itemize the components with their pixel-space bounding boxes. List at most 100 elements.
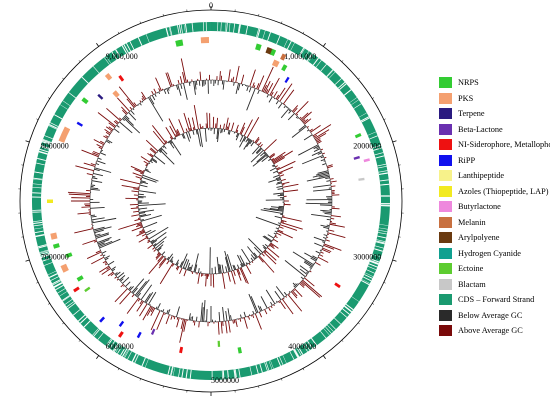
gc-spike-inner (168, 141, 175, 149)
cds-gap (132, 353, 137, 363)
gc-spike-outer (225, 311, 228, 321)
gc-spike-inner (264, 152, 267, 155)
gc-spike-inner (191, 271, 194, 275)
gc-spike-outer (166, 309, 169, 314)
gc-spike-outer (303, 261, 313, 268)
gc-spike-outer (137, 292, 142, 298)
gc-spike-outer (240, 314, 242, 319)
gc-spike-outer (280, 108, 290, 119)
gc-spike-inner (139, 213, 147, 217)
legend-item: NRPS (439, 75, 549, 91)
gc-spike-outer (128, 112, 137, 121)
gc-spike-inner (258, 255, 275, 273)
gc-spike-outer (324, 212, 332, 215)
cds-gap (40, 145, 50, 149)
gc-spike-inner (232, 264, 236, 271)
gc-spike-outer (310, 124, 321, 133)
gc-spike-outer (270, 91, 274, 97)
cds-gap (53, 282, 63, 288)
gc-spike-outer (326, 224, 330, 227)
cluster-ectoine (217, 340, 221, 347)
legend-item: Above Average GC (439, 323, 549, 339)
gc-spike-outer (285, 106, 288, 108)
minor-tick (372, 97, 375, 99)
cds-gap (111, 51, 118, 60)
cluster-blactam (358, 177, 365, 181)
gc-spike-inner (276, 232, 282, 236)
gc-spike-outer (247, 315, 250, 320)
gc-spike-inner (257, 143, 259, 146)
cds-gap (34, 230, 44, 234)
gc-spike-outer (292, 251, 315, 266)
gc-spike-outer (232, 319, 234, 324)
legend-label: Melanin (458, 217, 486, 227)
gc-spike-outer (103, 135, 108, 139)
minor-tick (302, 31, 305, 34)
gc-spike-outer (323, 226, 329, 229)
gc-spike-inner (239, 122, 246, 135)
cds-gap (380, 196, 390, 197)
legend-swatch (439, 92, 452, 104)
gc-spike-outer (158, 91, 161, 95)
gc-spike-outer (156, 312, 165, 330)
gc-spike-inner (261, 253, 265, 257)
gc-spike-inner (145, 139, 159, 152)
minor-tick (281, 378, 283, 381)
cds-gap (358, 112, 367, 118)
gc-spike-inner (277, 230, 293, 239)
cds-gap (364, 272, 374, 277)
gc-spike-outer (177, 79, 180, 85)
gc-spike-inner (283, 189, 299, 193)
gc-spike-inner (170, 259, 173, 263)
gc-spike-inner (277, 181, 282, 184)
gc-spike-inner (237, 268, 241, 275)
cds-gap (38, 151, 48, 155)
gc-spike-inner (269, 244, 275, 249)
gc-spike-inner (151, 158, 158, 164)
cds-gap (64, 299, 73, 305)
legend: NRPS PKS Terpene Beta-Lactone NI-Siderophore… (439, 75, 550, 339)
gc-spike-outer (114, 272, 118, 275)
gc-spike-outer (165, 314, 170, 325)
cds-gap (33, 224, 43, 227)
cds-gap (137, 37, 143, 46)
cds-gap (33, 221, 43, 225)
gc-spike-inner (139, 212, 146, 214)
gc-spike-outer (93, 240, 98, 243)
gc-spike-outer (74, 228, 94, 234)
cds-gap (374, 248, 383, 252)
legend-swatch (439, 170, 452, 182)
gc-spike-outer (108, 126, 114, 131)
minor-tick (36, 118, 39, 120)
tick-mark (322, 355, 326, 359)
gc-spike-inner (254, 246, 262, 255)
cds-gap (165, 27, 169, 37)
legend-item: Below Average GC (439, 308, 549, 324)
gc-spike-outer (176, 317, 180, 328)
cds-gap (115, 49, 121, 58)
cds-gap (225, 22, 227, 32)
cds-gap (325, 326, 332, 334)
gc-spike-outer (136, 279, 150, 297)
cds-gap (120, 347, 126, 356)
gc-spike-inner (224, 250, 231, 272)
gc-spike-outer (262, 84, 267, 93)
cds-gap (32, 211, 42, 213)
gc-spike-outer (98, 146, 103, 150)
cds-gap (117, 345, 123, 354)
gc-spike-outer (188, 81, 191, 87)
cds-gap (165, 27, 169, 37)
cds-gap (170, 366, 174, 376)
gc-spike-inner (239, 267, 247, 283)
gc-spike-outer (287, 113, 295, 121)
gc-spike-inner (220, 128, 222, 134)
gc-spike-outer (268, 307, 271, 312)
minor-tick (302, 368, 305, 371)
legend-label: Hydrogen Cyanide (458, 248, 521, 258)
cds-gap (127, 351, 132, 360)
gc-spike-outer (158, 88, 161, 92)
cluster-ectoine (84, 286, 91, 293)
gc-spike-outer (313, 134, 318, 138)
gc-spike-outer (91, 184, 96, 186)
gc-spike-outer (129, 106, 133, 110)
